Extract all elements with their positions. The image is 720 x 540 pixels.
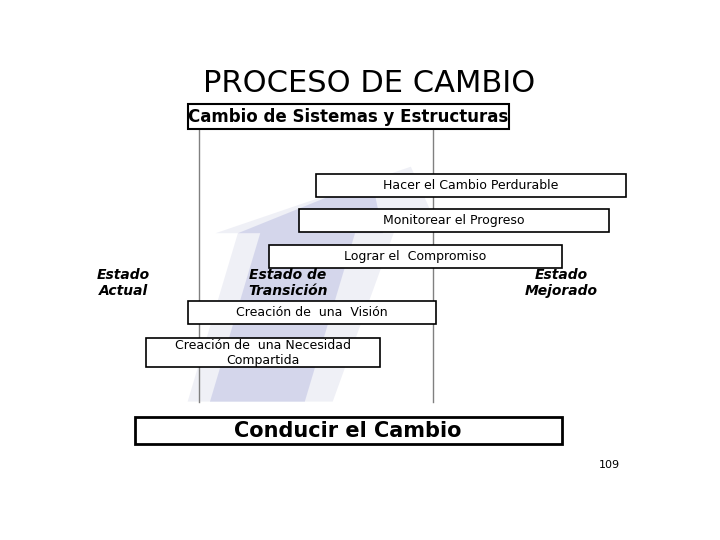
- Text: Estado
Mejorado: Estado Mejorado: [525, 268, 598, 298]
- Text: Conducir el Cambio: Conducir el Cambio: [234, 421, 462, 441]
- Text: PROCESO DE CAMBIO: PROCESO DE CAMBIO: [203, 69, 535, 98]
- Polygon shape: [210, 179, 383, 402]
- Text: Creación de  una  Visión: Creación de una Visión: [236, 306, 387, 319]
- Text: Hacer el Cambio Perdurable: Hacer el Cambio Perdurable: [383, 179, 559, 192]
- Text: Lograr el  Compromiso: Lograr el Compromiso: [344, 249, 486, 262]
- FancyBboxPatch shape: [188, 104, 508, 129]
- Text: Estado
Actual: Estado Actual: [97, 268, 150, 298]
- FancyBboxPatch shape: [269, 245, 562, 267]
- Text: Monitorear el Progreso: Monitorear el Progreso: [383, 214, 525, 227]
- FancyBboxPatch shape: [316, 174, 626, 197]
- Text: Estado de
Transición: Estado de Transición: [248, 268, 328, 298]
- FancyBboxPatch shape: [145, 338, 380, 367]
- FancyBboxPatch shape: [135, 417, 562, 444]
- Text: Creación de  una Necesidad
Compartida: Creación de una Necesidad Compartida: [175, 339, 351, 367]
- Text: Cambio de Sistemas y Estructuras: Cambio de Sistemas y Estructuras: [188, 108, 508, 126]
- FancyBboxPatch shape: [300, 210, 609, 232]
- Polygon shape: [188, 167, 433, 402]
- Text: 109: 109: [599, 460, 620, 470]
- FancyBboxPatch shape: [188, 301, 436, 323]
